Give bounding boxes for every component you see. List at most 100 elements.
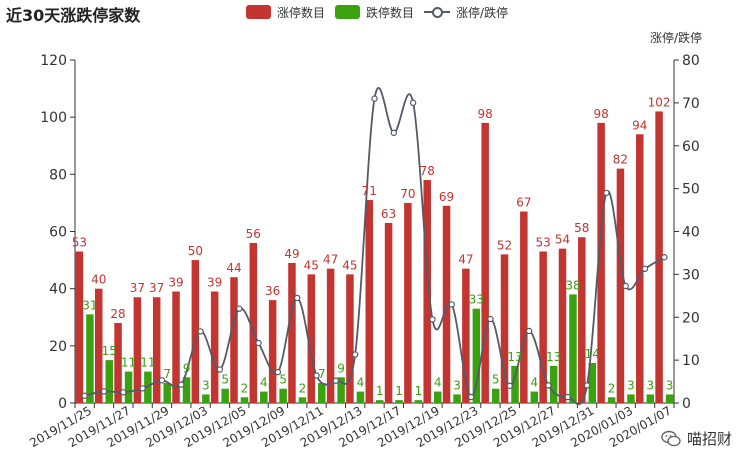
data-labels-layer: 5331401528113711377399503395442564365492… — [72, 95, 674, 398]
ratio-point — [429, 316, 436, 323]
legend-item-limit-up[interactable]: 涨停数目 — [246, 4, 325, 21]
y-left-tick-label: 0 — [58, 396, 67, 412]
data-label-limit-down: 1 — [395, 384, 403, 398]
data-label-limit-up: 47 — [458, 253, 473, 267]
y-right-tick-label: 60 — [682, 139, 700, 155]
ratio-point — [371, 95, 378, 102]
bar-limit-down — [182, 377, 191, 403]
data-label-limit-up: 54 — [555, 233, 570, 247]
ratio-point — [448, 301, 455, 308]
bar-limit-down — [588, 362, 597, 403]
data-label-limit-down: 7 — [163, 367, 171, 381]
data-label-limit-down: 9 — [337, 361, 345, 375]
data-label-limit-down: 2 — [608, 381, 616, 395]
data-label-limit-up: 39 — [168, 276, 183, 290]
data-label-limit-down: 2 — [241, 381, 249, 395]
bar-limit-up — [462, 268, 470, 403]
data-label-limit-down: 11 — [121, 356, 136, 370]
ratio-point — [641, 265, 649, 273]
data-label-limit-up: 52 — [497, 238, 512, 252]
bar-limit-down — [86, 314, 94, 403]
bar-limit-up — [307, 274, 316, 403]
y-right-tick-label: 10 — [682, 353, 700, 369]
bar-limit-up — [75, 251, 84, 403]
data-label-limit-up: 37 — [149, 281, 164, 295]
bar-limit-down — [453, 394, 461, 403]
bar-limit-down — [318, 382, 326, 403]
ratio-point — [622, 282, 629, 290]
y-left-tick-label: 120 — [40, 53, 67, 69]
data-label-limit-up: 47 — [323, 253, 338, 267]
legend-item-ratio[interactable]: 涨停/跌停 — [424, 4, 508, 21]
bar-limit-down — [279, 388, 287, 403]
bar-limit-down — [105, 360, 113, 403]
legend-swatch-green — [335, 5, 361, 19]
bar-limit-down — [646, 394, 655, 403]
y-right-tick-label: 30 — [682, 267, 700, 283]
bar-limit-up — [520, 211, 528, 403]
data-label-limit-up: 49 — [284, 247, 299, 261]
ratio-point — [332, 377, 340, 384]
y-left-tick-label: 40 — [49, 282, 67, 298]
y-left-tick-label: 100 — [40, 110, 67, 126]
data-label-limit-down: 1 — [415, 384, 423, 398]
bar-limit-up — [655, 111, 663, 403]
data-label-limit-up: 78 — [420, 164, 435, 178]
data-label-limit-down: 33 — [469, 293, 484, 307]
data-label-limit-down: 15 — [102, 344, 117, 358]
y-left-tick-label: 80 — [49, 167, 67, 183]
data-label-limit-down: 1 — [376, 384, 384, 398]
bar-limit-up — [172, 291, 180, 403]
y-right-axis-label: 涨停/跌停 — [650, 30, 702, 45]
data-label-limit-up: 45 — [304, 258, 319, 272]
data-label-limit-up: 50 — [188, 244, 203, 258]
data-label-limit-down: 3 — [453, 378, 461, 392]
data-label-limit-up: 39 — [207, 276, 222, 290]
legend-item-limit-down[interactable]: 跌停数目 — [335, 4, 414, 21]
legend-label-limit-up: 涨停数目 — [277, 5, 326, 20]
ratio-point — [81, 392, 88, 399]
bar-limit-up — [230, 277, 238, 403]
y-right-tick-label: 40 — [682, 225, 700, 241]
data-label-limit-up: 53 — [536, 236, 551, 250]
bar-limit-up — [384, 222, 393, 403]
data-label-limit-down: 7 — [318, 367, 326, 381]
data-label-limit-down: 11 — [140, 356, 155, 370]
data-label-limit-down: 4 — [531, 376, 539, 390]
bar-limit-down — [124, 371, 133, 403]
legend-label-ratio: 涨停/跌停 — [456, 5, 509, 20]
bar-limit-up — [152, 297, 161, 403]
data-label-limit-down: 5 — [221, 373, 229, 387]
ratio-point — [158, 377, 166, 384]
bar-limit-up — [636, 134, 644, 404]
bar-limit-up — [578, 237, 586, 403]
bar-limit-up — [423, 180, 431, 403]
bar-limit-up — [249, 242, 258, 403]
data-label-limit-up: 70 — [400, 187, 415, 201]
legend-label-limit-down: 跌停数目 — [366, 5, 415, 20]
ratio-point — [255, 339, 262, 347]
data-label-limit-down: 4 — [357, 376, 365, 390]
bar-limit-up — [616, 168, 625, 403]
legend: 涨停数目 跌停数目 涨停/跌停 — [246, 2, 518, 22]
data-label-limit-up: 67 — [516, 195, 531, 209]
y-right-tick-label: 50 — [682, 182, 700, 198]
bar-limit-up — [210, 291, 219, 403]
bar-limit-up — [442, 205, 451, 403]
ratio-point — [236, 305, 243, 312]
y-left-tick-label: 60 — [49, 225, 67, 241]
bar-limit-down — [356, 391, 365, 403]
ratio-point — [294, 294, 301, 302]
bar-limit-down — [549, 365, 558, 403]
ratio-point — [216, 366, 224, 373]
data-label-limit-up: 102 — [648, 95, 671, 109]
bar-limit-down — [530, 391, 539, 403]
ratio-point — [564, 393, 571, 401]
bar-limit-down — [395, 400, 403, 403]
bar-limit-down — [433, 391, 442, 403]
data-label-limit-up: 28 — [110, 307, 125, 321]
bar-limit-up — [268, 300, 277, 403]
bar-limit-up — [539, 251, 547, 403]
bar-limit-up — [346, 274, 354, 403]
bar-limit-down — [665, 394, 674, 403]
